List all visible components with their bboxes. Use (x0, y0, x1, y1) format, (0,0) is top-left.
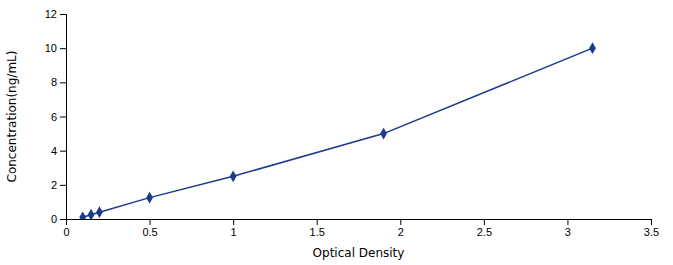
x-tick-label: 2.5 (477, 226, 492, 238)
y-tick-label: 8 (51, 76, 57, 88)
y-tick: 4 (51, 145, 66, 157)
y-tick: 12 (45, 8, 66, 20)
x-tick-mark (484, 219, 485, 225)
x-tick: 3 (565, 219, 571, 238)
x-tick: 1 (231, 219, 237, 238)
y-tick-label: 10 (45, 42, 57, 54)
y-tick: 0 (51, 213, 66, 225)
y-axis: 0 2 4 6 8 10 12 (45, 8, 67, 225)
y-tick-mark (60, 117, 66, 118)
line (83, 48, 593, 217)
y-axis-title: Concentration(ng/mL) (5, 51, 19, 183)
x-tick: 1.5 (310, 219, 325, 238)
y-tick-label: 12 (45, 8, 57, 20)
y-tick: 6 (51, 111, 66, 123)
x-tick-mark (233, 219, 234, 225)
y-tick: 8 (51, 76, 66, 88)
x-tick-mark (317, 219, 318, 225)
x-tick-mark (150, 219, 151, 225)
y-tick-mark (60, 219, 66, 220)
x-tick-label: 0.5 (142, 226, 157, 238)
y-tick: 2 (51, 179, 66, 191)
x-tick-label: 3.5 (644, 226, 659, 238)
x-tick: 0.5 (142, 219, 157, 238)
y-tick: 10 (45, 42, 66, 54)
x-tick-label: 3 (565, 226, 571, 238)
plot: 0 0.5 1 1.5 2 2.5 3 3.5 0 2 4 6 8 10 12 (45, 8, 659, 238)
y-tick-label: 4 (51, 145, 57, 157)
x-tick: 2.5 (477, 219, 492, 238)
y-tick-label: 6 (51, 111, 57, 123)
x-tick-label: 1.5 (310, 226, 325, 238)
y-tick-label: 0 (51, 213, 57, 225)
x-tick-mark (567, 219, 568, 225)
point (230, 170, 237, 182)
y-axis-line (60, 15, 67, 220)
point (88, 209, 95, 219)
x-tick: 2 (398, 219, 404, 238)
chart: 0 0.5 1 1.5 2 2.5 3 3.5 0 2 4 6 8 10 12 Optical Density… (0, 0, 673, 265)
x-axis-line (67, 220, 652, 226)
point (146, 192, 153, 204)
y-tick-mark (60, 82, 66, 83)
x-tick: 0 (63, 219, 69, 238)
y-tick-mark (60, 14, 66, 15)
point (380, 128, 387, 140)
x-axis: 0 0.5 1 1.5 2 2.5 3 3.5 (63, 219, 659, 238)
point (96, 206, 103, 218)
x-tick-mark (400, 219, 401, 225)
x-tick-label: 2 (398, 226, 404, 238)
y-tick-mark (60, 151, 66, 152)
y-tick-mark (60, 185, 66, 186)
x-tick: 3.5 (644, 219, 659, 238)
x-tick-label: 0 (63, 226, 69, 238)
y-tick-label: 2 (51, 179, 57, 191)
x-tick-mark (651, 219, 652, 225)
point (79, 211, 86, 219)
x-axis-title: Optical Density (313, 246, 405, 260)
point (589, 42, 596, 54)
x-tick-label: 1 (231, 226, 237, 238)
y-tick-mark (60, 48, 66, 49)
marks (79, 42, 596, 219)
